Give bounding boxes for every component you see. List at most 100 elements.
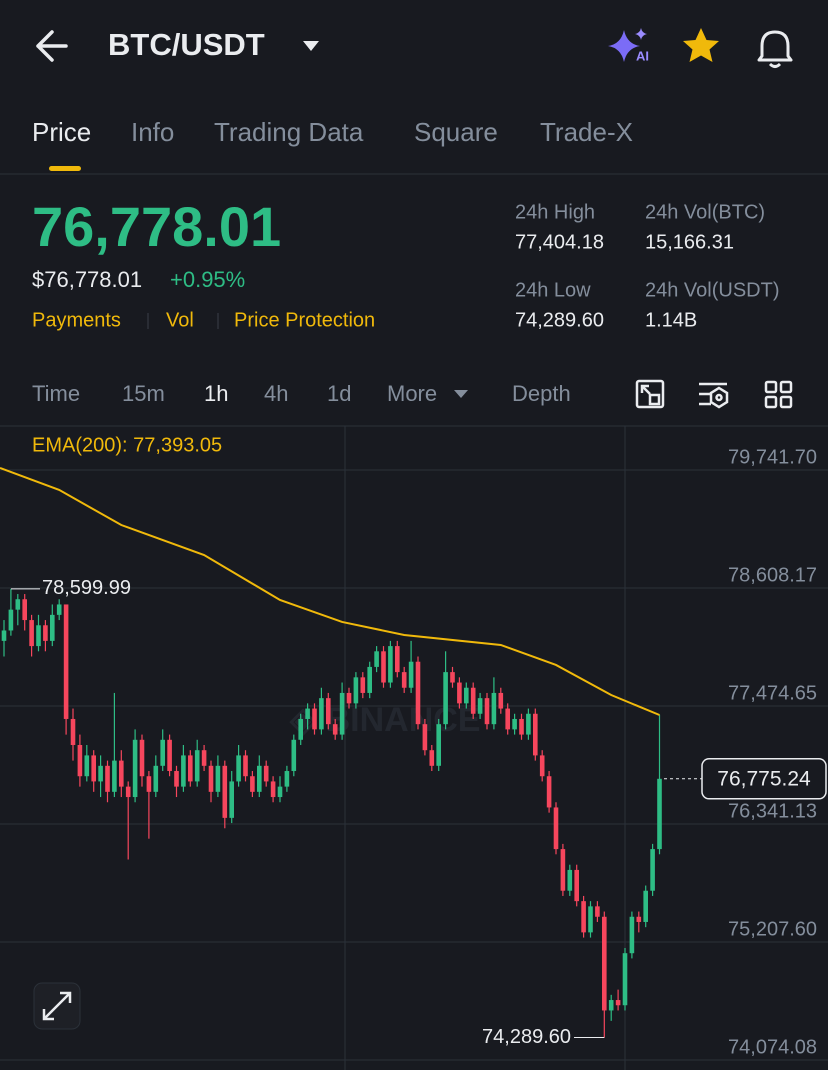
link[interactable]: Payments bbox=[32, 309, 121, 331]
candle-body bbox=[464, 687, 469, 704]
candle-body bbox=[602, 916, 607, 1011]
candle-body bbox=[505, 708, 510, 730]
y-tick-label: 79,741.70 bbox=[728, 446, 817, 468]
candle-body bbox=[263, 765, 269, 782]
stat-value: 74,289.60 bbox=[515, 309, 604, 331]
candle-body bbox=[526, 713, 531, 735]
candle-body bbox=[215, 765, 221, 792]
candle-body bbox=[229, 781, 234, 818]
candle-body bbox=[595, 906, 600, 917]
candle-body bbox=[139, 739, 145, 777]
candle-body bbox=[22, 599, 27, 621]
candle-body bbox=[132, 739, 138, 798]
interval[interactable]: Time bbox=[32, 381, 80, 406]
chart-tool-1[interactable] bbox=[635, 379, 665, 409]
candle-body bbox=[160, 739, 165, 766]
candle-body bbox=[43, 625, 48, 641]
candle-body bbox=[119, 760, 124, 787]
candle-body bbox=[305, 708, 310, 719]
candle-body bbox=[381, 651, 386, 683]
candle-body bbox=[319, 698, 324, 730]
chart-tool-2[interactable] bbox=[699, 382, 729, 409]
candle-body bbox=[429, 750, 435, 766]
tab[interactable]: Price bbox=[32, 117, 91, 147]
candle-body bbox=[629, 916, 635, 954]
candle-body bbox=[643, 890, 648, 922]
candle-body bbox=[374, 651, 379, 667]
candle-body bbox=[125, 786, 131, 798]
alert-button[interactable] bbox=[757, 30, 793, 68]
candle-body bbox=[98, 765, 103, 782]
candle-body bbox=[415, 661, 421, 725]
candle-body bbox=[332, 724, 338, 735]
candle-body bbox=[91, 755, 96, 782]
more-caret[interactable] bbox=[454, 390, 468, 398]
tab-indicator bbox=[49, 166, 81, 171]
candle-body bbox=[167, 739, 172, 772]
stat-value: 77,404.18 bbox=[515, 231, 604, 253]
candle-body bbox=[201, 750, 207, 766]
candle-body bbox=[567, 869, 573, 891]
chart-tool-3[interactable] bbox=[764, 380, 793, 409]
link[interactable]: Vol bbox=[166, 309, 194, 331]
candle-body bbox=[312, 708, 317, 730]
candle-body bbox=[636, 916, 642, 922]
stat-value: 15,166.31 bbox=[645, 231, 734, 253]
watermark: ◈ BINANCE bbox=[289, 701, 481, 739]
interval[interactable]: 15m bbox=[122, 381, 165, 406]
ai-button[interactable]: AI bbox=[608, 28, 649, 63]
candle-body bbox=[181, 755, 186, 787]
ema-indicator: EMA(200): 77,393.05 bbox=[32, 434, 222, 456]
candle-body bbox=[208, 765, 214, 792]
candle-body bbox=[243, 755, 248, 777]
favorite-button[interactable] bbox=[683, 28, 719, 62]
candle-body bbox=[277, 786, 283, 798]
candle-body bbox=[194, 750, 200, 782]
fullscreen-button[interactable] bbox=[33, 982, 81, 1030]
tab[interactable]: Info bbox=[131, 117, 174, 147]
stat-label: 24h High bbox=[515, 201, 595, 223]
back-button[interactable] bbox=[36, 30, 68, 62]
ema-line bbox=[0, 467, 660, 716]
last-price: 76,778.01 bbox=[32, 195, 281, 258]
interval[interactable]: 1h bbox=[204, 381, 228, 406]
candle-body bbox=[56, 604, 62, 615]
candle-body bbox=[401, 672, 407, 688]
candle-body bbox=[29, 620, 34, 647]
pair-dropdown[interactable] bbox=[303, 41, 319, 51]
interval[interactable]: More bbox=[387, 381, 437, 406]
candle-body bbox=[112, 760, 117, 792]
link[interactable]: Price Protection bbox=[234, 309, 375, 331]
tab[interactable]: Trade-X bbox=[540, 117, 633, 147]
candle-body bbox=[477, 698, 483, 714]
candle-body bbox=[388, 646, 393, 683]
interval[interactable]: 4h bbox=[264, 381, 288, 406]
candle-body bbox=[539, 755, 545, 777]
high-marker-label: 78,599.99 bbox=[42, 577, 131, 599]
candle-body bbox=[250, 776, 255, 792]
candle-body bbox=[395, 646, 400, 673]
stat-value: 1.14B bbox=[645, 309, 697, 331]
tab[interactable]: Trading Data bbox=[214, 117, 364, 147]
interval[interactable]: 1d bbox=[327, 381, 351, 406]
y-tick-label: 78,608.17 bbox=[728, 564, 817, 586]
candle-body bbox=[326, 698, 331, 725]
candle-body bbox=[443, 672, 448, 725]
stat-label: 24h Vol(USDT) bbox=[645, 279, 780, 301]
candle-body bbox=[608, 1000, 614, 1011]
interval[interactable]: Depth bbox=[512, 381, 571, 406]
candle-body bbox=[546, 776, 552, 808]
candle-body bbox=[339, 692, 345, 735]
candle-body bbox=[512, 718, 517, 730]
candle-body bbox=[146, 776, 152, 792]
pair-title[interactable]: BTC/USDT bbox=[108, 27, 265, 62]
tab[interactable]: Square bbox=[414, 117, 498, 147]
y-tick-label: 77,474.65 bbox=[728, 682, 817, 704]
candle-body bbox=[560, 849, 566, 891]
candle-body bbox=[188, 755, 193, 782]
candle-body bbox=[105, 765, 110, 792]
candle-body bbox=[484, 698, 490, 725]
y-tick-label: 76,341.13 bbox=[728, 800, 817, 822]
